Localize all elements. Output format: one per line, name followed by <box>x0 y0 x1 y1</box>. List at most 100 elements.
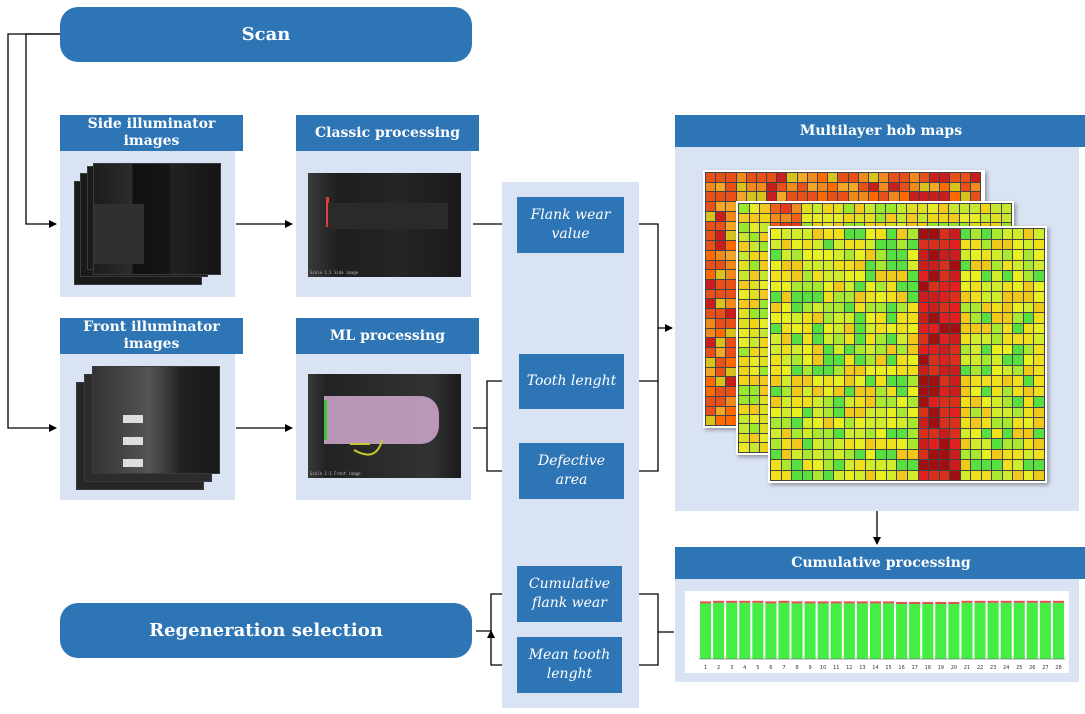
map-cell <box>950 173 960 182</box>
map-cell <box>855 418 865 428</box>
map-cell <box>929 386 939 396</box>
map-cell <box>716 357 726 367</box>
map-cell <box>813 428 823 438</box>
map-cell <box>1002 260 1013 270</box>
cumulative-bar <box>843 603 855 659</box>
map-cell <box>848 182 858 192</box>
map-cell <box>706 299 716 309</box>
map-cell <box>918 460 929 470</box>
map-cell <box>865 376 876 386</box>
map-cell <box>1023 428 1034 438</box>
map-cell <box>726 260 736 270</box>
map-cell <box>854 204 864 213</box>
map-cell <box>739 309 749 318</box>
map-cell <box>908 313 918 323</box>
map-cell <box>844 418 855 428</box>
map-cell <box>781 313 792 323</box>
map-cell <box>1002 407 1013 417</box>
map-cell <box>716 221 726 231</box>
map-cell <box>848 173 858 182</box>
map-cell <box>950 334 960 344</box>
map-cell <box>876 260 886 270</box>
map-cell <box>971 271 981 281</box>
map-cell <box>844 271 855 281</box>
classic-title: Classic processing <box>315 124 460 141</box>
map-cell <box>939 470 950 480</box>
map-cell <box>865 344 876 354</box>
map-cell <box>802 344 813 354</box>
map-cell <box>855 428 865 438</box>
map-cell <box>950 470 960 480</box>
map-cell <box>792 376 802 386</box>
map-cell <box>886 344 897 354</box>
map-cell <box>908 281 918 291</box>
map-cell <box>781 439 792 449</box>
map-cell <box>981 292 992 302</box>
map-cell <box>876 365 886 375</box>
map-cell <box>960 192 970 202</box>
map-cell <box>746 173 756 182</box>
map-cell <box>1023 407 1034 417</box>
map-cell <box>970 192 980 202</box>
cumulative-tick-label: 7 <box>782 665 785 671</box>
map-cell <box>981 365 992 375</box>
map-cell <box>971 439 981 449</box>
map-cell <box>992 460 1002 470</box>
cumulative-tick-label: 23 <box>990 665 996 671</box>
map-cell <box>739 357 749 366</box>
map-cell <box>844 292 855 302</box>
map-cell <box>706 318 716 328</box>
map-cell <box>876 250 886 260</box>
map-cell <box>1001 204 1011 213</box>
map-cell <box>908 271 918 281</box>
map-cell <box>716 241 726 250</box>
cumulative-bar <box>726 602 738 659</box>
map-cell <box>771 229 781 239</box>
map-cell <box>844 313 855 323</box>
map-cell <box>960 313 971 323</box>
map-cell <box>960 239 971 249</box>
map-cell <box>855 239 865 249</box>
map-cell <box>716 211 726 221</box>
map-cell <box>739 424 749 433</box>
map-cell <box>908 418 918 428</box>
map-cell <box>823 365 834 375</box>
map-cell <box>771 365 781 375</box>
map-cell <box>802 229 813 239</box>
map-cell <box>950 192 960 202</box>
hob-map-layer-3 <box>768 226 1047 483</box>
map-cell <box>960 470 971 480</box>
map-cell <box>865 355 876 365</box>
map-cell <box>834 281 844 291</box>
map-cell <box>781 386 792 396</box>
map-cell <box>1002 239 1013 249</box>
map-cell <box>771 470 781 480</box>
map-cell <box>760 385 770 395</box>
map-cell <box>1002 281 1013 291</box>
map-cell <box>908 386 918 396</box>
map-cell <box>971 355 981 365</box>
map-cell <box>771 344 781 354</box>
map-cell <box>1034 250 1044 260</box>
map-cell <box>918 292 929 302</box>
map-cell <box>726 231 736 241</box>
cumulative-tick-label: 15 <box>885 665 891 671</box>
map-cell <box>771 439 781 449</box>
map-cell <box>908 334 918 344</box>
cumulative-bar-cap <box>817 601 829 604</box>
map-cell <box>981 250 992 260</box>
map-cell <box>950 302 960 312</box>
map-cell <box>781 418 792 428</box>
map-cell <box>706 241 716 250</box>
cumulative-bar <box>778 602 790 659</box>
map-cell <box>781 460 792 470</box>
map-cell <box>940 182 950 192</box>
cumulative-bar-cap <box>909 602 921 604</box>
map-cell <box>823 428 834 438</box>
map-cell <box>1002 250 1013 260</box>
map-cell <box>899 192 909 202</box>
map-cell <box>749 338 759 347</box>
map-cell <box>760 213 770 223</box>
map-cell <box>858 173 868 182</box>
map-cell <box>1034 428 1044 438</box>
